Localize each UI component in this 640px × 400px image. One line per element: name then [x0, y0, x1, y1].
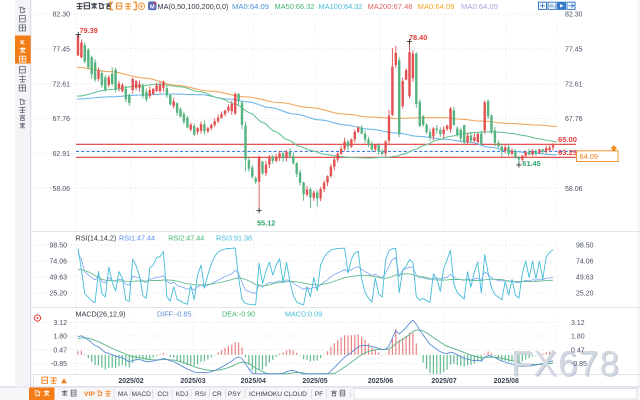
svg-text:74.06: 74.06 — [576, 259, 594, 266]
svg-text:62.91: 62.91 — [52, 151, 70, 158]
svg-text:67.76: 67.76 — [52, 116, 70, 123]
svg-text:2025/05: 2025/05 — [302, 378, 327, 385]
svg-text:PF: PF — [315, 391, 323, 398]
svg-text:FX678: FX678 — [511, 345, 620, 384]
svg-text:2025/03: 2025/03 — [180, 378, 205, 385]
svg-text:MA50:66.32: MA50:66.32 — [275, 4, 315, 11]
svg-text:K: K — [20, 39, 25, 46]
svg-text:0.47: 0.47 — [571, 347, 585, 354]
svg-text:MACD(26,12,9): MACD(26,12,9) — [76, 310, 126, 319]
svg-text:MA0:64.09: MA0:64.09 — [461, 4, 498, 11]
svg-text:98.50: 98.50 — [576, 243, 594, 250]
svg-text:MA0:64.09: MA0:64.09 — [232, 4, 269, 11]
svg-text:3.12: 3.12 — [571, 320, 585, 327]
svg-text:M: M — [150, 4, 155, 10]
svg-text:1.80: 1.80 — [53, 334, 67, 341]
svg-text:2025/06: 2025/06 — [368, 378, 393, 385]
svg-text:KDJ: KDJ — [176, 391, 188, 398]
svg-text:25.20: 25.20 — [576, 291, 594, 298]
svg-text:25.20: 25.20 — [49, 291, 67, 298]
svg-text:55.12: 55.12 — [257, 219, 275, 228]
svg-text:67.76: 67.76 — [565, 116, 583, 123]
svg-text:49.63: 49.63 — [576, 275, 594, 282]
svg-text:72.61: 72.61 — [52, 81, 70, 88]
svg-text:CR: CR — [212, 391, 222, 398]
svg-text:63.25: 63.25 — [558, 148, 577, 157]
svg-text:DEA:-0.90: DEA:-0.90 — [222, 310, 255, 319]
svg-text:VIP: VIP — [84, 391, 95, 398]
svg-text:2025/02: 2025/02 — [118, 378, 143, 385]
svg-text:-0.85: -0.85 — [51, 361, 67, 368]
svg-text:2025/04: 2025/04 — [241, 378, 266, 385]
svg-text:CCI: CCI — [157, 391, 169, 398]
svg-text:RSI1:47.44: RSI1:47.44 — [119, 233, 155, 242]
svg-text:82.30: 82.30 — [52, 12, 70, 19]
svg-text:72.61: 72.61 — [565, 81, 583, 88]
svg-text:77.45: 77.45 — [52, 47, 70, 54]
svg-text:49.63: 49.63 — [49, 275, 67, 282]
svg-text:79.39: 79.39 — [80, 26, 98, 35]
svg-text:64.09: 64.09 — [580, 152, 599, 161]
svg-text:2025/07: 2025/07 — [431, 378, 456, 385]
svg-text:2025/08: 2025/08 — [494, 378, 519, 385]
svg-text:-0.85: -0.85 — [571, 361, 587, 368]
svg-text:77.45: 77.45 — [565, 47, 583, 54]
svg-text:MA0:64.09: MA0:64.09 — [418, 4, 455, 11]
svg-text:74.06: 74.06 — [49, 259, 67, 266]
svg-text:MA100:64.32: MA100:64.32 — [319, 4, 363, 11]
svg-text:MA(0,50,100,200,0,0): MA(0,50,100,200,0,0) — [158, 4, 229, 11]
svg-text:ICHIMOKU CLOUD: ICHIMOKU CLOUD — [249, 391, 307, 398]
svg-text:0.47: 0.47 — [53, 347, 67, 354]
svg-text:58.06: 58.06 — [565, 186, 583, 193]
svg-text:FX678: FX678 — [512, 346, 621, 385]
svg-text:58.06: 58.06 — [52, 186, 70, 193]
svg-text:RSI3:91.38: RSI3:91.38 — [216, 233, 252, 242]
svg-text:MA: MA — [118, 391, 128, 398]
svg-text:65.00: 65.00 — [558, 135, 577, 144]
svg-text:78.40: 78.40 — [409, 33, 427, 42]
svg-text:DIFF:-0.85: DIFF:-0.85 — [157, 310, 191, 319]
svg-text:82.30: 82.30 — [565, 12, 583, 19]
svg-text:1.80: 1.80 — [571, 334, 585, 341]
svg-text:RSI(14,14,2): RSI(14,14,2) — [76, 233, 117, 242]
svg-text:MA200:67.48: MA200:67.48 — [368, 4, 413, 11]
svg-text:RSI: RSI — [195, 391, 206, 398]
svg-text:98.50: 98.50 — [49, 243, 67, 250]
svg-text:PSY: PSY — [228, 391, 242, 398]
svg-text:MACD: MACD — [131, 391, 151, 398]
svg-text:RSI2:47.44: RSI2:47.44 — [168, 233, 204, 242]
svg-text:MACD:0.09: MACD:0.09 — [285, 310, 322, 319]
svg-text:61.45: 61.45 — [522, 159, 540, 168]
svg-text:3.12: 3.12 — [53, 320, 67, 327]
